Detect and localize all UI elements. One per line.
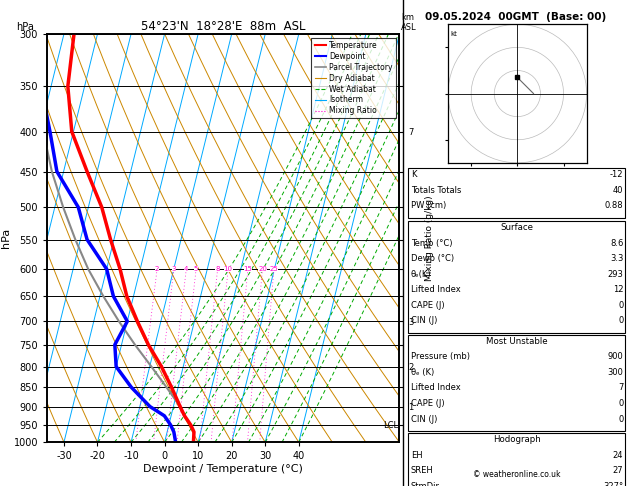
Text: SREH: SREH: [411, 466, 433, 475]
Title: 54°23'N  18°28'E  88m  ASL: 54°23'N 18°28'E 88m ASL: [141, 20, 306, 33]
Text: 0: 0: [618, 301, 623, 310]
Text: 0: 0: [618, 316, 623, 326]
Text: Mixing Ratio (g/kg): Mixing Ratio (g/kg): [425, 195, 434, 281]
Text: © weatheronline.co.uk: © weatheronline.co.uk: [473, 469, 561, 479]
Y-axis label: hPa: hPa: [1, 228, 11, 248]
Text: K: K: [411, 170, 416, 179]
Text: 09.05.2024  00GMT  (Base: 00): 09.05.2024 00GMT (Base: 00): [425, 12, 606, 22]
Text: 24: 24: [613, 451, 623, 460]
Text: 8: 8: [215, 266, 220, 272]
Text: 25: 25: [270, 266, 278, 272]
Text: θₑ(K): θₑ(K): [411, 270, 431, 279]
Text: km
ASL: km ASL: [401, 13, 417, 32]
Text: 293: 293: [608, 270, 623, 279]
Text: EH: EH: [411, 451, 422, 460]
Text: 27: 27: [613, 466, 623, 475]
Text: Surface: Surface: [501, 223, 533, 232]
Text: 5: 5: [194, 266, 198, 272]
Text: Dewp (°C): Dewp (°C): [411, 254, 454, 263]
Text: 0.88: 0.88: [604, 201, 623, 210]
X-axis label: Dewpoint / Temperature (°C): Dewpoint / Temperature (°C): [143, 464, 303, 474]
Text: 8.6: 8.6: [610, 239, 623, 248]
Text: kt: kt: [450, 31, 457, 37]
Text: StmDir: StmDir: [411, 482, 440, 486]
Text: 12: 12: [613, 285, 623, 295]
Text: 900: 900: [608, 352, 623, 362]
Text: 15: 15: [243, 266, 252, 272]
Text: CAPE (J): CAPE (J): [411, 301, 444, 310]
Text: CIN (J): CIN (J): [411, 415, 437, 424]
Text: 0: 0: [618, 399, 623, 408]
Text: 7: 7: [618, 383, 623, 393]
Text: Pressure (mb): Pressure (mb): [411, 352, 470, 362]
Text: 20: 20: [258, 266, 267, 272]
Text: CAPE (J): CAPE (J): [411, 399, 444, 408]
Text: Hodograph: Hodograph: [493, 435, 541, 444]
Text: Lifted Index: Lifted Index: [411, 285, 460, 295]
Text: PW (cm): PW (cm): [411, 201, 446, 210]
Text: 2: 2: [155, 266, 159, 272]
Text: 10: 10: [224, 266, 233, 272]
Text: Lifted Index: Lifted Index: [411, 383, 460, 393]
Text: 0: 0: [618, 415, 623, 424]
Text: 3: 3: [172, 266, 176, 272]
Text: Temp (°C): Temp (°C): [411, 239, 452, 248]
Text: LCL: LCL: [383, 421, 398, 430]
Text: 300: 300: [608, 368, 623, 377]
Text: Totals Totals: Totals Totals: [411, 186, 461, 195]
Text: -12: -12: [610, 170, 623, 179]
Text: 4: 4: [184, 266, 189, 272]
Text: 3.3: 3.3: [610, 254, 623, 263]
Text: CIN (J): CIN (J): [411, 316, 437, 326]
Text: hPa: hPa: [16, 21, 33, 32]
Text: Most Unstable: Most Unstable: [486, 337, 548, 346]
Legend: Temperature, Dewpoint, Parcel Trajectory, Dry Adiabat, Wet Adiabat, Isotherm, Mi: Temperature, Dewpoint, Parcel Trajectory…: [311, 38, 396, 119]
Text: θₑ (K): θₑ (K): [411, 368, 434, 377]
Text: 40: 40: [613, 186, 623, 195]
Text: 327°: 327°: [603, 482, 623, 486]
